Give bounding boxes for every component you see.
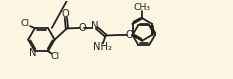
Text: Cl: Cl (21, 19, 30, 28)
Text: O: O (62, 9, 70, 19)
Text: Cl: Cl (51, 52, 60, 61)
Text: CH₃: CH₃ (134, 3, 151, 12)
Text: N: N (91, 21, 99, 31)
Text: O: O (78, 23, 86, 33)
Text: O: O (126, 30, 133, 40)
Text: NH₂: NH₂ (93, 42, 112, 52)
Text: N: N (29, 48, 37, 58)
